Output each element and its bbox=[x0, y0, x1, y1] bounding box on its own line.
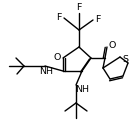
Text: S: S bbox=[122, 55, 128, 63]
Text: F: F bbox=[95, 15, 101, 24]
Text: NH: NH bbox=[39, 66, 53, 76]
Text: NH: NH bbox=[75, 86, 89, 94]
Text: F: F bbox=[76, 3, 82, 13]
Text: O: O bbox=[53, 52, 61, 62]
Text: F: F bbox=[56, 13, 62, 21]
Text: O: O bbox=[108, 42, 116, 50]
